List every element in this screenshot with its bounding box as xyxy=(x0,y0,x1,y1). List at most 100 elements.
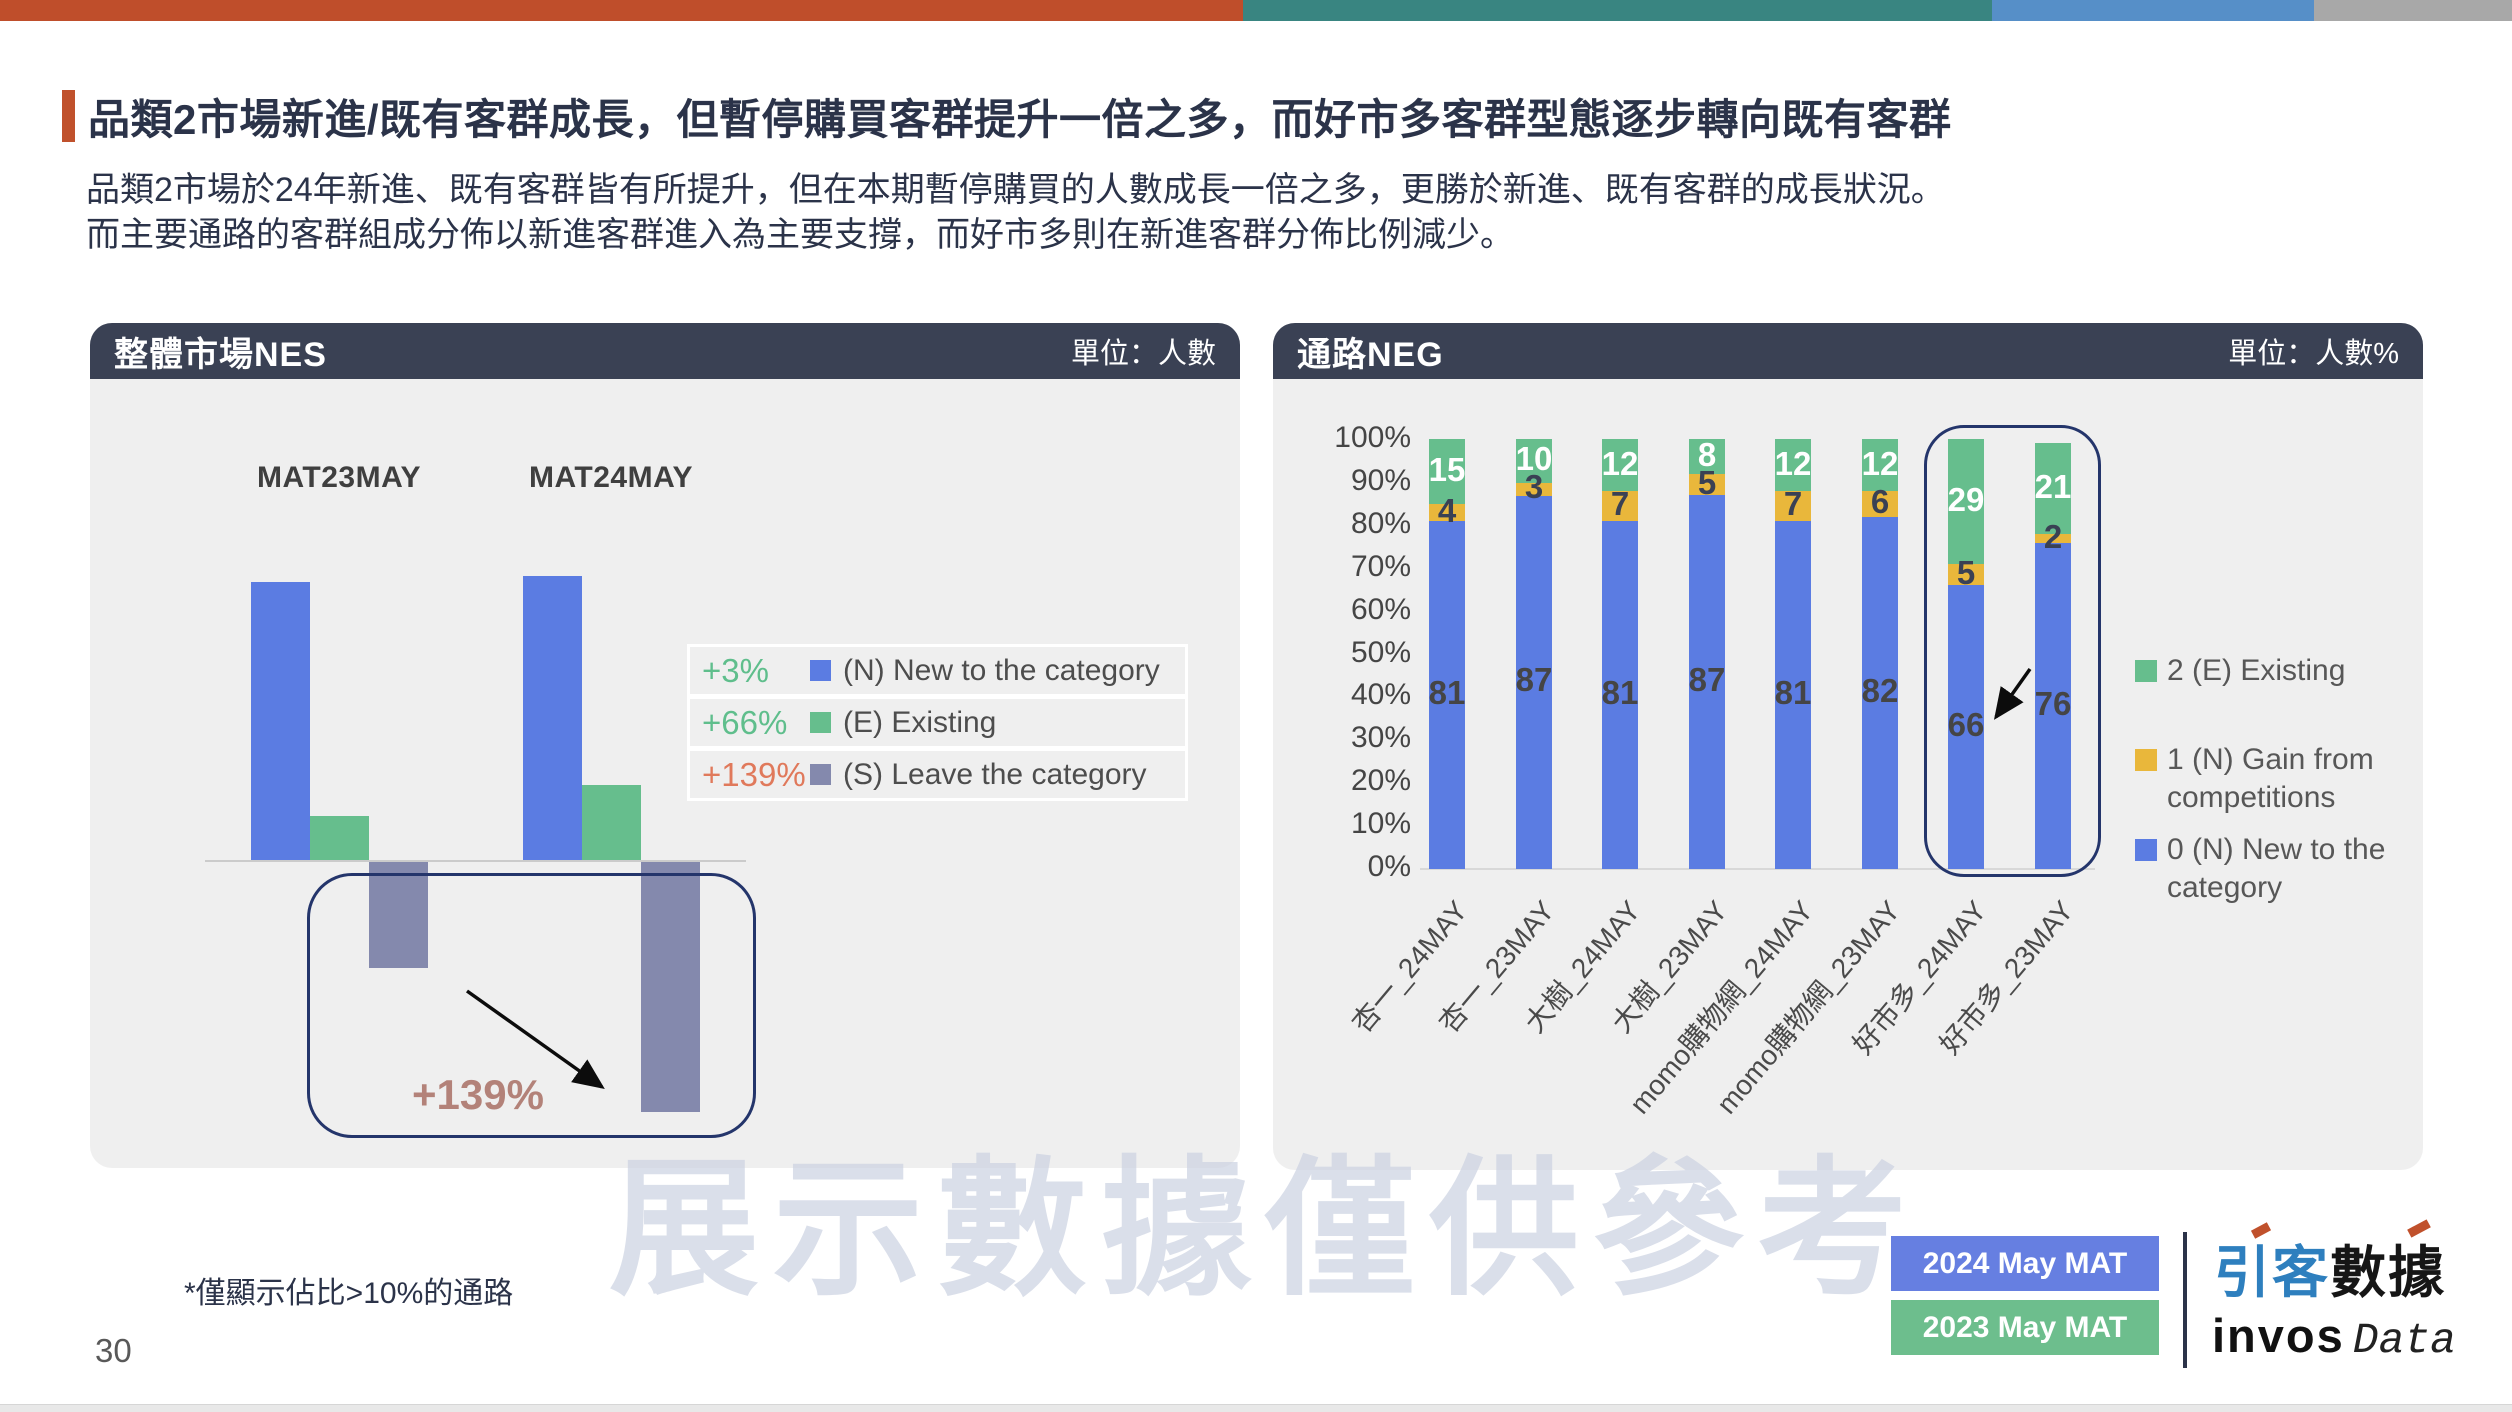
neg-bar-segment xyxy=(1602,490,1638,521)
neg-bar-segment xyxy=(1516,439,1552,483)
nes-legend: +3% (N) New to the category +66% (E) Existi… xyxy=(687,644,1188,801)
neg-value-label: 21 xyxy=(2034,468,2072,505)
neg-bar-segment xyxy=(2035,533,2071,543)
neg-legend-swatch-icon xyxy=(2135,660,2157,682)
neg-bar-segment xyxy=(1689,495,1725,869)
neg-value-label: 2 xyxy=(2043,518,2063,555)
neg-bar-segment xyxy=(1602,439,1638,491)
top-bar-segment xyxy=(0,0,1243,21)
neg-y-tick-label: 40% xyxy=(1350,678,1411,711)
top-bar-segment xyxy=(1243,0,1992,21)
neg-y-tick-label: 70% xyxy=(1350,550,1411,583)
neg-value-label: 5 xyxy=(1697,464,1717,501)
subtitle-line-1: 品類2市場於24年新進、既有客群皆有所提升，但在本期暫停購買的人數成長一倍之多，… xyxy=(86,171,1945,209)
nes-bar xyxy=(582,785,641,860)
neg-plot-area: 0% 10% 20% 30% 40% 50% 60% 70% 80% 90% 100% 81 4 15 杏一… xyxy=(1273,379,2423,1170)
neg-bar-segment xyxy=(1775,521,1811,869)
neg-bar-segment xyxy=(1862,439,1898,491)
neg-value-label: 76 xyxy=(2034,685,2072,722)
period-legend-box: 2024 May MAT xyxy=(1891,1236,2159,1291)
logo-divider xyxy=(2183,1232,2187,1368)
neg-value-label: 82 xyxy=(1861,672,1899,709)
neg-bar-segment xyxy=(1948,563,1984,585)
watermark: 展示數據僅供參考 xyxy=(608,1145,1921,1313)
neg-value-label: 15 xyxy=(1428,451,1466,488)
neg-legend-label: 2 (E) Existing xyxy=(2167,654,2346,687)
neg-axis-line xyxy=(1420,868,2095,870)
nes-plot-area: +139% +3% (N) New to the category +66% (E) … xyxy=(90,379,1240,1168)
neg-bar-segment xyxy=(1862,490,1898,517)
nes-legend-growth: +139% xyxy=(702,755,806,793)
top-bar-segment xyxy=(2314,0,2512,21)
nes-legend-growth: +66% xyxy=(702,703,788,741)
neg-value-label: 8 xyxy=(1697,436,1717,473)
neg-value-label: 7 xyxy=(1783,485,1803,522)
nes-legend-row: +139% (S) Leave the category xyxy=(687,748,1188,801)
neg-bar-segment xyxy=(1602,521,1638,869)
page-number: 30 xyxy=(95,1332,132,1369)
nes-legend-swatch-icon xyxy=(810,712,831,733)
neg-y-tick-label: 20% xyxy=(1350,764,1411,797)
bottom-edge-strip xyxy=(0,1404,2512,1412)
neg-value-label: 12 xyxy=(1601,445,1639,482)
logo-cjk-black: 數據 xyxy=(2330,1241,2446,1304)
neg-legend-swatch-icon xyxy=(2135,839,2157,861)
logo-latin: invos Data xyxy=(2212,1308,2456,1365)
neg-legend-item: 0 (N) New to the category xyxy=(2135,831,2405,907)
neg-value-label: 12 xyxy=(1861,445,1899,482)
page-subtitle: 品類2市場於24年新進、既有客群皆有所提升，但在本期暫停購買的人數成長一倍之多，… xyxy=(86,168,2476,258)
top-accent-bar xyxy=(0,0,2512,21)
logo-cjk: 引客數據 xyxy=(2214,1228,2446,1309)
neg-value-label: 10 xyxy=(1515,440,1553,477)
neg-value-label: 12 xyxy=(1774,445,1812,482)
neg-bar-segment xyxy=(1689,439,1725,474)
nes-bar xyxy=(523,576,582,860)
neg-y-tick-label: 50% xyxy=(1350,636,1411,669)
neg-value-label: 7 xyxy=(1610,485,1630,522)
neg-panel-unit: 單位：人數% xyxy=(2228,338,2399,370)
neg-value-label: 3 xyxy=(1524,468,1544,505)
neg-bar-segment xyxy=(1775,439,1811,491)
nes-bar xyxy=(641,862,700,1112)
neg-panel-title: 通路NEG xyxy=(1297,335,1444,374)
nes-panel-title: 整體市場NES xyxy=(114,335,327,374)
nes-legend-row: +3% (N) New to the category xyxy=(687,644,1188,697)
neg-legend-swatch-icon xyxy=(2135,749,2157,771)
neg-bar-segment xyxy=(1429,503,1465,521)
neg-legend-label: 1 (N) Gain from competitions xyxy=(2167,743,2374,814)
neg-value-label: 87 xyxy=(1515,661,1553,698)
neg-bar-segment xyxy=(1429,439,1465,504)
neg-legend-label: 0 (N) New to the category xyxy=(2167,833,2386,904)
nes-panel: 整體市場NES 單位：人數 +139% +3% (N) New to the ca… xyxy=(90,323,1240,1168)
neg-value-label: 4 xyxy=(1437,492,1457,529)
neg-y-tick-label: 0% xyxy=(1367,850,1411,883)
nes-group-label: MAT24MAY xyxy=(528,461,694,494)
nes-panel-unit: 單位：人數 xyxy=(1070,338,1216,370)
neg-bar-segment xyxy=(1516,482,1552,496)
logo-data: Data xyxy=(2352,1316,2456,1365)
nes-legend-label: (N) New to the category xyxy=(843,653,1160,687)
subtitle-line-2: 而主要通路的客群組成分佈以新進客群進入為主要支撐，而好市多則在新進客群分佈比例減… xyxy=(86,216,1514,254)
neg-value-label: 81 xyxy=(1774,674,1812,711)
neg-bar-segment xyxy=(1775,490,1811,521)
nes-legend-swatch-icon xyxy=(810,764,831,785)
nes-legend-growth: +3% xyxy=(702,651,769,689)
period-legend-box: 2023 May MAT xyxy=(1891,1300,2159,1355)
neg-panel: 通路NEG 單位：人數% 0% 10% 20% 30% 40% 50% 60% 70% 80% 9… xyxy=(1273,323,2423,1170)
nes-group-label: MAT23MAY xyxy=(256,461,422,494)
neg-bar-segment xyxy=(1429,521,1465,869)
nes-bar xyxy=(251,582,310,860)
neg-value-label: 5 xyxy=(1956,554,1976,591)
nes-legend-swatch-icon xyxy=(810,660,831,681)
logo-invos: invos xyxy=(2212,1309,2345,1362)
neg-value-label: 29 xyxy=(1947,481,1985,518)
neg-y-tick-label: 100% xyxy=(1334,421,1411,454)
title-accent-rule xyxy=(62,90,75,142)
page-title: 品類2市場新進/既有客群成長，但暫停購買客群提升一倍之多，而好市多客群型態逐步轉… xyxy=(88,96,1952,143)
neg-y-tick-label: 80% xyxy=(1350,507,1411,540)
neg-panel-header: 通路NEG 單位：人數% xyxy=(1273,323,2423,379)
neg-value-label: 87 xyxy=(1688,661,1726,698)
top-bar-segment xyxy=(1992,0,2314,21)
neg-value-label: 81 xyxy=(1428,674,1466,711)
